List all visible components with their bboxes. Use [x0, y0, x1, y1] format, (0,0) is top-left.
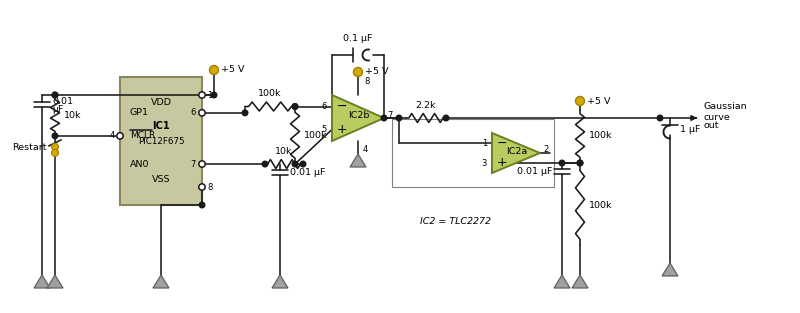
Polygon shape: [554, 275, 570, 288]
Text: 8: 8: [364, 78, 370, 86]
Polygon shape: [492, 133, 540, 173]
Text: 7: 7: [387, 110, 392, 120]
Text: −: −: [497, 136, 507, 150]
Text: 2: 2: [543, 146, 548, 155]
Circle shape: [199, 92, 205, 98]
Text: curve: curve: [703, 114, 730, 122]
Text: 2.2k: 2.2k: [416, 101, 436, 110]
Text: 1 µF: 1 µF: [680, 125, 700, 134]
Text: 3: 3: [482, 158, 487, 167]
Circle shape: [292, 161, 298, 167]
Text: +: +: [337, 123, 347, 136]
Text: 4: 4: [363, 145, 368, 153]
Text: 1: 1: [482, 138, 487, 147]
Text: Gaussian: Gaussian: [703, 102, 746, 111]
Circle shape: [575, 96, 585, 105]
Text: VSS: VSS: [152, 175, 170, 184]
Text: 10k: 10k: [275, 147, 293, 156]
Text: 100k: 100k: [589, 131, 613, 140]
Circle shape: [52, 92, 58, 98]
Text: 0.01 µF: 0.01 µF: [517, 167, 552, 176]
FancyBboxPatch shape: [392, 119, 554, 187]
Circle shape: [381, 115, 387, 121]
Circle shape: [199, 202, 205, 208]
Circle shape: [242, 110, 248, 115]
Circle shape: [292, 104, 298, 109]
Text: μF: μF: [52, 105, 63, 114]
Text: MCLR: MCLR: [130, 131, 155, 140]
Circle shape: [199, 184, 205, 190]
Text: 10k: 10k: [64, 111, 82, 120]
Circle shape: [117, 133, 123, 139]
Circle shape: [354, 68, 362, 76]
Text: 100k: 100k: [304, 131, 327, 140]
Text: VDD: VDD: [150, 98, 171, 107]
Polygon shape: [572, 275, 588, 288]
Text: 6: 6: [322, 102, 327, 111]
Text: IC2a: IC2a: [506, 146, 527, 156]
Polygon shape: [47, 275, 63, 288]
Text: +5 V: +5 V: [587, 96, 610, 105]
Text: AN0: AN0: [130, 160, 150, 168]
Circle shape: [52, 133, 58, 139]
Polygon shape: [662, 263, 678, 276]
Text: −: −: [337, 100, 347, 113]
Circle shape: [559, 160, 565, 166]
FancyBboxPatch shape: [120, 77, 202, 205]
Text: 100k: 100k: [258, 90, 282, 99]
Text: 0.01: 0.01: [52, 98, 73, 106]
Circle shape: [292, 104, 298, 109]
Circle shape: [658, 115, 662, 121]
Text: +: +: [497, 156, 507, 170]
Polygon shape: [34, 275, 50, 288]
Text: Restart: Restart: [13, 143, 47, 152]
Text: 4: 4: [110, 131, 115, 140]
Circle shape: [51, 143, 58, 150]
Circle shape: [199, 161, 205, 167]
Text: 6: 6: [190, 108, 196, 117]
Text: 8: 8: [207, 182, 212, 192]
Text: IC2 = TLC2272: IC2 = TLC2272: [419, 217, 490, 225]
Polygon shape: [272, 275, 288, 288]
Circle shape: [51, 149, 58, 156]
Text: GP1: GP1: [130, 108, 149, 117]
Text: +5 V: +5 V: [221, 65, 245, 74]
Text: 1: 1: [207, 90, 212, 100]
Circle shape: [52, 92, 58, 98]
Circle shape: [578, 160, 582, 166]
Text: 7: 7: [190, 160, 196, 168]
Text: 5: 5: [322, 125, 327, 134]
Text: IC1: IC1: [152, 121, 170, 131]
Polygon shape: [153, 275, 169, 288]
Circle shape: [210, 65, 218, 74]
Text: PIC12F675: PIC12F675: [138, 136, 184, 146]
Circle shape: [262, 161, 268, 167]
Circle shape: [300, 161, 306, 167]
Text: 100k: 100k: [589, 201, 613, 209]
Circle shape: [199, 110, 205, 116]
Polygon shape: [332, 95, 384, 141]
Text: 0.01 µF: 0.01 µF: [290, 167, 326, 177]
Circle shape: [211, 92, 217, 98]
Text: IC2b: IC2b: [348, 111, 370, 121]
Polygon shape: [350, 154, 366, 167]
Circle shape: [578, 160, 582, 166]
Text: 0.1 µF: 0.1 µF: [343, 34, 373, 43]
Circle shape: [396, 115, 402, 121]
Circle shape: [443, 115, 449, 121]
Text: +5 V: +5 V: [365, 68, 389, 76]
Text: out: out: [703, 121, 718, 131]
